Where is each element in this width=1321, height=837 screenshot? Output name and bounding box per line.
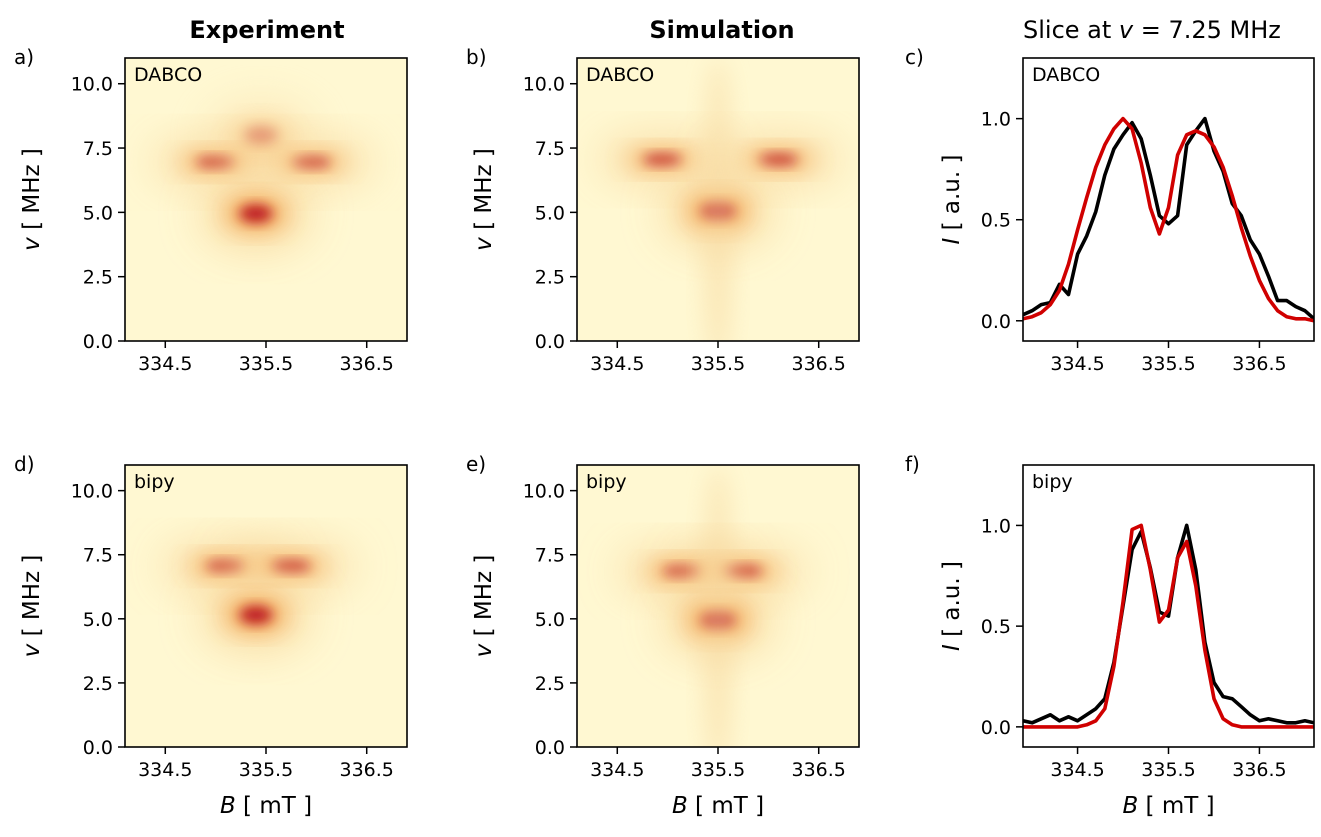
y-tick-label: 5.0 — [535, 202, 565, 224]
y-tick-label: 2.5 — [535, 267, 565, 289]
heatmap-peak-core — [239, 606, 273, 624]
panel-c-slice-dabco: 334.5 335.5 336.5 0.0 0.5 1.0 I [ a.u. ] c) DABC… — [905, 45, 1315, 375]
x-tick-label: 336.5 — [340, 759, 394, 781]
heatmap-peak — [702, 465, 734, 747]
y-tick-label: 10.0 — [71, 74, 113, 96]
x-tick-label: 334.5 — [1050, 759, 1104, 781]
panel-label: f) — [905, 452, 920, 476]
heatmap-peak-core — [291, 156, 332, 169]
heatmap-peak-core — [271, 560, 311, 573]
x-tick-label: 334.5 — [590, 759, 644, 781]
column-title-slice: Slice at v = 7.25 MHz — [1023, 16, 1281, 44]
series-line-experiment — [1023, 523, 1314, 725]
y-tick-label: 7.5 — [83, 138, 113, 160]
series-line-experiment — [1023, 116, 1314, 321]
heatmap-image — [577, 58, 859, 341]
x-tick-label: 335.5 — [1141, 759, 1195, 781]
sample-label: DABCO — [1032, 64, 1100, 86]
y-tick-label: 0.0 — [83, 331, 113, 353]
y-axis-label: I [ a.u. ] — [939, 561, 965, 651]
series-line-simulation — [1023, 116, 1314, 323]
y-axis-label: v [ MHz ] — [471, 555, 497, 658]
heatmap-peak-core — [239, 204, 273, 223]
y-tick-label: 0.0 — [83, 737, 113, 759]
y-tick-label: 1.0 — [981, 515, 1011, 537]
x-tick-label: 336.5 — [340, 353, 394, 375]
series-line-simulation — [1023, 523, 1314, 729]
x-tick-label: 336.5 — [792, 759, 846, 781]
y-tick-label: 2.5 — [83, 267, 113, 289]
panel-f-slice-bipy: 334.5 335.5 336.5 0.0 0.5 1.0 I [ a.u. ] B [ mT… — [905, 452, 1315, 819]
y-tick-label: 7.5 — [535, 138, 565, 160]
heatmap-peak-core — [244, 126, 278, 144]
sample-label: bipy — [134, 471, 175, 493]
x-axis-label: B [ mT ] — [220, 793, 312, 819]
y-tick-label: 7.5 — [535, 545, 565, 567]
y-axis-label: v [ MHz ] — [471, 148, 497, 251]
y-tick-label: 5.0 — [535, 609, 565, 631]
y-tick-label: 1.0 — [981, 109, 1011, 131]
x-tick-label: 336.5 — [1232, 759, 1286, 781]
y-tick-label: 0.0 — [981, 311, 1011, 333]
panel-label: d) — [14, 452, 35, 476]
y-axis-label: v [ MHz ] — [19, 555, 45, 658]
heatmap-image — [125, 465, 407, 747]
y-tick-label: 10.0 — [523, 74, 565, 96]
y-tick-label: 10.0 — [71, 481, 113, 503]
x-axis-label: B [ mT ] — [1122, 793, 1214, 819]
panel-e-simulation-bipy: 334.5 335.5 336.5 0.0 2.5 5.0 7.5 10.0 v [ MHz ]… — [466, 452, 860, 819]
y-tick-label: 10.0 — [523, 481, 565, 503]
panel-label: e) — [466, 452, 486, 476]
y-tick-label: 5.0 — [83, 202, 113, 224]
y-tick-label: 0.5 — [981, 616, 1011, 638]
y-axis-label: I [ a.u. ] — [939, 155, 965, 245]
sample-label: bipy — [586, 471, 627, 493]
heatmap-image — [577, 465, 859, 747]
x-tick-label: 336.5 — [792, 353, 846, 375]
x-tick-label: 335.5 — [1141, 353, 1195, 375]
x-tick-label: 334.5 — [590, 353, 644, 375]
panel-label: a) — [14, 45, 34, 69]
sample-label: bipy — [1032, 471, 1073, 493]
x-axis-label: B [ mT ] — [672, 793, 764, 819]
y-tick-label: 0.0 — [535, 737, 565, 759]
plot-area — [1023, 116, 1314, 323]
y-tick-label: 0.0 — [981, 717, 1011, 739]
x-tick-label: 336.5 — [1232, 353, 1286, 375]
column-title-experiment: Experiment — [189, 16, 344, 44]
panel-a-experiment-dabco: 334.5 335.5 336.5 0.0 2.5 5.0 7.5 10.0 v [ MHz ]… — [14, 45, 408, 375]
panel-d-experiment-bipy: 334.5 335.5 336.5 0.0 2.5 5.0 7.5 10.0 v [ MHz ]… — [14, 452, 408, 819]
sample-label: DABCO — [134, 64, 202, 86]
x-tick-label: 334.5 — [138, 353, 192, 375]
x-tick-label: 335.5 — [239, 353, 293, 375]
y-tick-label: 0.5 — [981, 210, 1011, 232]
panel-label: c) — [905, 45, 924, 69]
panel-b-simulation-dabco: 334.5 335.5 336.5 0.0 2.5 5.0 7.5 10.0 v [ MHz ]… — [466, 45, 860, 375]
panel-label: b) — [466, 45, 487, 69]
y-tick-label: 5.0 — [83, 609, 113, 631]
x-tick-label: 335.5 — [239, 759, 293, 781]
y-tick-label: 7.5 — [83, 545, 113, 567]
x-tick-label: 334.5 — [1050, 353, 1104, 375]
y-tick-label: 2.5 — [83, 673, 113, 695]
x-tick-label: 334.5 — [138, 759, 192, 781]
column-title-simulation: Simulation — [649, 16, 794, 44]
heatmap-peak-core — [758, 153, 799, 166]
sample-label: DABCO — [586, 64, 654, 86]
y-axis-label: v [ MHz ] — [19, 148, 45, 251]
plot-area — [1023, 523, 1314, 729]
heatmap-peak-core — [642, 153, 683, 166]
x-tick-label: 335.5 — [691, 759, 745, 781]
y-tick-label: 2.5 — [535, 673, 565, 695]
heatmap-image — [125, 58, 407, 341]
x-tick-label: 335.5 — [691, 353, 745, 375]
y-tick-label: 0.0 — [535, 331, 565, 353]
heatmap-peak — [702, 58, 734, 341]
